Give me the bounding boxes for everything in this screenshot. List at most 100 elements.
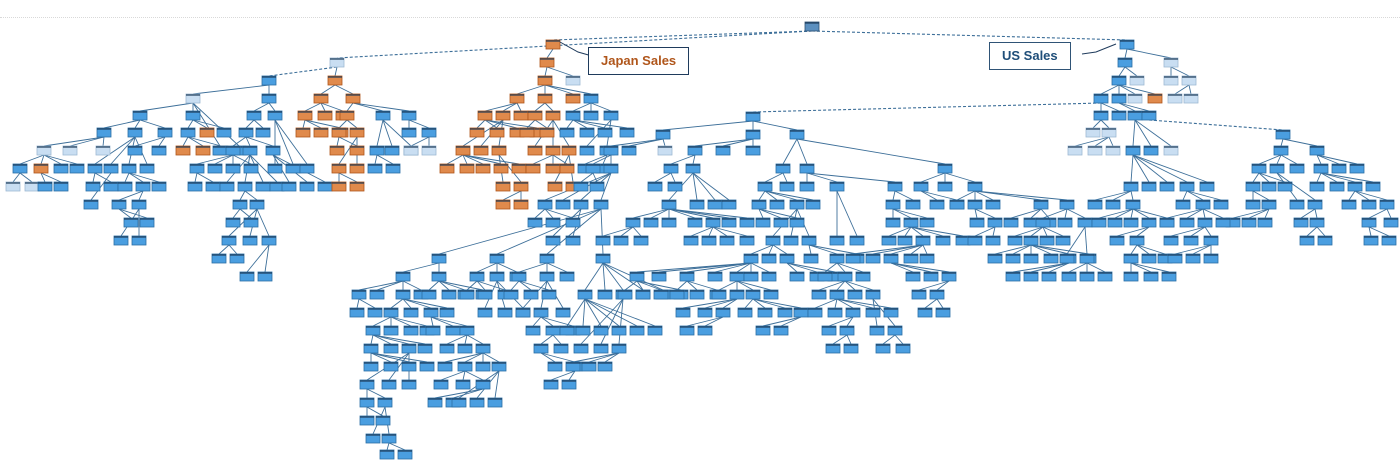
tree-node: [451, 397, 467, 408]
tree-edge: [40, 154, 45, 165]
tree-node: [1261, 181, 1277, 192]
tree-edge: [764, 190, 814, 201]
tree-node: [707, 271, 723, 282]
tree-edge: [43, 136, 105, 147]
tree-node: [384, 145, 400, 156]
tree-edge: [370, 352, 428, 363]
tree-edge: [1258, 172, 1270, 183]
tree-edge: [246, 244, 270, 273]
tree-node: [123, 217, 139, 228]
tree-edge: [464, 370, 484, 381]
tree-edge: [936, 298, 944, 309]
tree-node: [737, 307, 753, 318]
tree-node: [1141, 110, 1157, 121]
tree-edge: [438, 280, 450, 291]
tree-edge: [566, 119, 574, 129]
tree-edge: [750, 262, 770, 273]
tree-node: [611, 343, 627, 354]
tree-edge: [592, 172, 598, 183]
tree-node: [515, 307, 531, 318]
tree-node: [581, 361, 597, 372]
tree-edge: [1130, 244, 1138, 255]
tree-edge: [1100, 84, 1120, 95]
tree-edge: [372, 334, 392, 345]
tree-node: [1141, 217, 1157, 228]
tree-node: [533, 307, 549, 318]
tree-edge: [796, 138, 808, 165]
tree-node: [96, 127, 112, 138]
tree-edge: [239, 190, 246, 201]
tree-edge: [446, 334, 468, 345]
tree-edge: [534, 119, 548, 129]
tree-node: [383, 325, 399, 336]
tree-edge: [752, 102, 1102, 113]
tree-node: [757, 181, 773, 192]
tree-edge: [808, 244, 858, 255]
tree-node: [1093, 110, 1109, 121]
tree-node: [1087, 145, 1103, 156]
tree-edge: [69, 136, 105, 147]
tree-node: [242, 145, 258, 156]
tree-edge: [390, 316, 412, 327]
tree-edge: [440, 370, 466, 381]
tree-node: [633, 235, 649, 246]
tree-edge: [134, 119, 141, 129]
tree-node: [1105, 145, 1121, 156]
tree-edge: [464, 334, 468, 345]
tree-edge: [752, 298, 802, 309]
tree-edge: [187, 136, 222, 147]
tree-edge: [510, 280, 520, 291]
tree-edge: [736, 280, 754, 291]
tree-edge: [518, 280, 550, 291]
tree-node: [565, 93, 581, 104]
tree-node: [595, 253, 611, 264]
tree-node: [1143, 145, 1159, 156]
tree-edge: [890, 244, 924, 255]
tree-node: [1269, 163, 1285, 174]
tree-edge: [758, 208, 764, 219]
tree-edge: [736, 280, 772, 291]
tree-edge: [502, 102, 518, 112]
tree-node: [603, 110, 619, 121]
tree-node: [1041, 271, 1057, 282]
tree-edge: [692, 172, 716, 201]
tree-node: [617, 289, 633, 300]
tree-node: [761, 271, 777, 282]
tree-edge: [584, 298, 602, 327]
tree-edge: [712, 226, 728, 237]
tree-edge: [1202, 208, 1206, 219]
tree-node: [1007, 235, 1023, 246]
tree-node: [1241, 217, 1257, 228]
tree-edge: [1012, 244, 1032, 255]
tree-node: [1341, 199, 1357, 210]
tree-edge: [974, 190, 994, 201]
tree-node: [779, 253, 795, 264]
tree-node: [527, 110, 543, 121]
japan-sales-callout: Japan Sales: [588, 47, 690, 75]
tree-edge: [824, 262, 838, 273]
tree-node: [1313, 163, 1329, 174]
us-sales-callout: US Sales: [989, 42, 1071, 70]
tree-edge: [602, 226, 634, 237]
tree-node: [577, 289, 593, 300]
tree-node: [629, 271, 645, 282]
tree-edge: [544, 208, 574, 219]
tree-node: [603, 145, 619, 156]
tree-edge: [518, 280, 532, 291]
tree-node: [1179, 181, 1195, 192]
tree-node: [829, 289, 845, 300]
tree-edge: [544, 208, 554, 219]
tree-node: [595, 235, 611, 246]
tree-edge: [686, 280, 698, 291]
tree-edge: [390, 316, 428, 327]
tree-node: [1109, 235, 1125, 246]
tree-node: [1093, 93, 1109, 104]
tree-node: [433, 379, 449, 390]
tree-node: [643, 217, 659, 228]
tree-node: [469, 271, 485, 282]
tree-node: [242, 235, 258, 246]
tree-node: [69, 163, 85, 174]
tree-edge: [1130, 262, 1152, 273]
tree-node: [1107, 217, 1123, 228]
tree-node: [221, 235, 237, 246]
